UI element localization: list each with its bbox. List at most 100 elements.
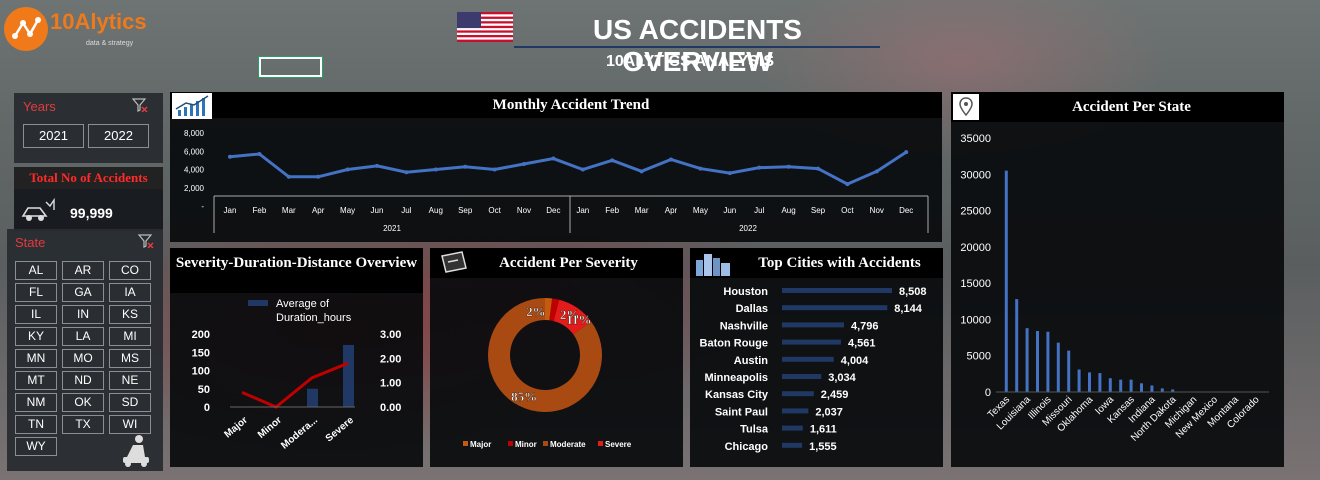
state-button-nd[interactable]: ND — [62, 371, 104, 390]
clear-filter-icon[interactable] — [131, 98, 148, 117]
state-button-ks[interactable]: KS — [109, 305, 151, 324]
donut-legend-swatch — [598, 441, 603, 446]
state-button-tx[interactable]: TX — [62, 415, 104, 434]
state-bar — [1015, 299, 1019, 392]
cell-selection[interactable] — [258, 56, 323, 78]
state-button-ok[interactable]: OK — [62, 393, 104, 412]
combo-bar — [343, 344, 354, 407]
map-pin-icon — [953, 94, 979, 120]
trend-point — [904, 150, 909, 155]
state-button-tn[interactable]: TN — [15, 415, 57, 434]
combo-xlabel: Severe — [324, 415, 357, 445]
state-button-il[interactable]: IL — [15, 305, 57, 324]
state-button-la[interactable]: LA — [62, 327, 104, 346]
city-bar — [782, 374, 822, 379]
combo-xlabel: Minor — [256, 415, 284, 441]
trend-group-label: 2022 — [739, 224, 757, 233]
state-button-mn[interactable]: MN — [15, 349, 57, 368]
state-button-ia[interactable]: IA — [109, 283, 151, 302]
city-label: Austin — [734, 355, 769, 367]
trend-xtick: Dec — [899, 206, 913, 215]
years-slicer-title: Years — [23, 99, 56, 114]
trend-point — [845, 182, 850, 187]
trend-point — [375, 163, 379, 168]
trend-xtick: Nov — [517, 206, 531, 215]
donut-legend-swatch — [463, 441, 468, 446]
trend-xtick: Dec — [546, 206, 560, 215]
trend-ytick: 4,000 — [184, 166, 205, 175]
state-button-in[interactable]: IN — [62, 305, 104, 324]
page-subtitle: 10ALYTICS ANALYSIS — [605, 53, 775, 70]
state-bar — [1036, 331, 1039, 392]
trend-xtick: Feb — [253, 206, 267, 215]
years-slicer: Years 2021 2022 — [14, 93, 163, 163]
state-ytick: 30000 — [960, 169, 991, 181]
clear-state-filter-icon[interactable] — [137, 234, 154, 253]
state-button-nm[interactable]: NM — [15, 393, 57, 412]
state-bar — [1088, 372, 1091, 392]
state-button-ga[interactable]: GA — [62, 283, 104, 302]
trend-point — [580, 167, 585, 172]
car-crash-icon — [20, 196, 58, 231]
state-bar — [1067, 350, 1071, 392]
state-button-fl[interactable]: FL — [15, 283, 57, 302]
combo-bar — [307, 388, 318, 407]
monthly-trend-panel: Monthly Accident Trend 8,000 6,000 4,000 2,… — [170, 92, 942, 242]
city-bar — [782, 356, 834, 362]
city-label: Tulsa — [740, 424, 769, 436]
per-state-title: Accident Per State — [951, 92, 1284, 122]
state-button-mt[interactable]: MT — [15, 371, 57, 390]
state-bar — [1129, 379, 1133, 392]
city-label: Minneapolis — [704, 372, 768, 384]
trend-point — [786, 164, 791, 169]
trend-point — [522, 162, 526, 167]
state-button-sd[interactable]: SD — [109, 393, 151, 412]
trend-xtick: Feb — [605, 206, 619, 215]
combo-line-series — [241, 361, 349, 409]
combo-right-tick: 0.00 — [380, 402, 401, 414]
state-button-mo[interactable]: MO — [62, 349, 104, 368]
trend-point — [316, 174, 321, 179]
state-button-ky[interactable]: KY — [15, 327, 57, 346]
trend-point — [698, 166, 703, 171]
top-cities-title: Top Cities with Accidents — [690, 248, 943, 278]
donut-legend-label: Moderate — [550, 440, 586, 449]
donut-slice-severe — [553, 299, 592, 335]
donut-slice-moderate — [488, 298, 602, 412]
brand-logo: 10Alytics data & strategy — [2, 4, 152, 54]
state-button-al[interactable]: AL — [15, 261, 57, 280]
state-ytick: 35000 — [960, 133, 991, 145]
state-button-wy[interactable]: WY — [15, 437, 57, 456]
city-value: 4,796 — [851, 320, 879, 332]
road-sign-icon — [436, 250, 470, 281]
state-button-wi[interactable]: WI — [109, 415, 151, 434]
donut-label: 11% — [566, 312, 591, 327]
trend-xtick: Sep — [811, 206, 826, 215]
trend-xtick: Mar — [282, 206, 296, 215]
severity-overview-panel: Severity-Duration-Distance Overview Aver… — [170, 248, 423, 467]
trend-point — [492, 167, 497, 172]
trend-xtick: Jul — [754, 206, 764, 215]
state-bar — [1140, 383, 1143, 392]
year-button-2021[interactable]: 2021 — [23, 124, 84, 148]
state-button-ne[interactable]: NE — [109, 371, 151, 390]
donut-legend-label: Major — [470, 440, 491, 449]
state-slicer: State AL AR CO FL GA IA IL IN KS KY LA MI MN MO MS MT ND… — [7, 229, 163, 471]
severity-donut-title: Accident Per Severity — [430, 248, 683, 278]
severity-overview-title: Severity-Duration-Distance Overview — [170, 248, 423, 293]
combo-left-tick: 100 — [192, 366, 210, 378]
year-button-2022[interactable]: 2022 — [88, 124, 149, 148]
state-button-mi[interactable]: MI — [109, 327, 151, 346]
trend-xtick: Jul — [401, 206, 411, 215]
trend-point — [404, 170, 409, 175]
city-bar — [782, 322, 845, 328]
total-card-title: Total No of Accidents — [14, 167, 163, 189]
donut-label: 85% — [511, 389, 537, 404]
trend-point — [433, 167, 438, 172]
city-skyline-icon — [694, 250, 734, 281]
state-button-ar[interactable]: AR — [62, 261, 104, 280]
state-button-ms[interactable]: MS — [109, 349, 151, 368]
state-button-co[interactable]: CO — [109, 261, 151, 280]
city-value: 4,004 — [841, 355, 869, 367]
